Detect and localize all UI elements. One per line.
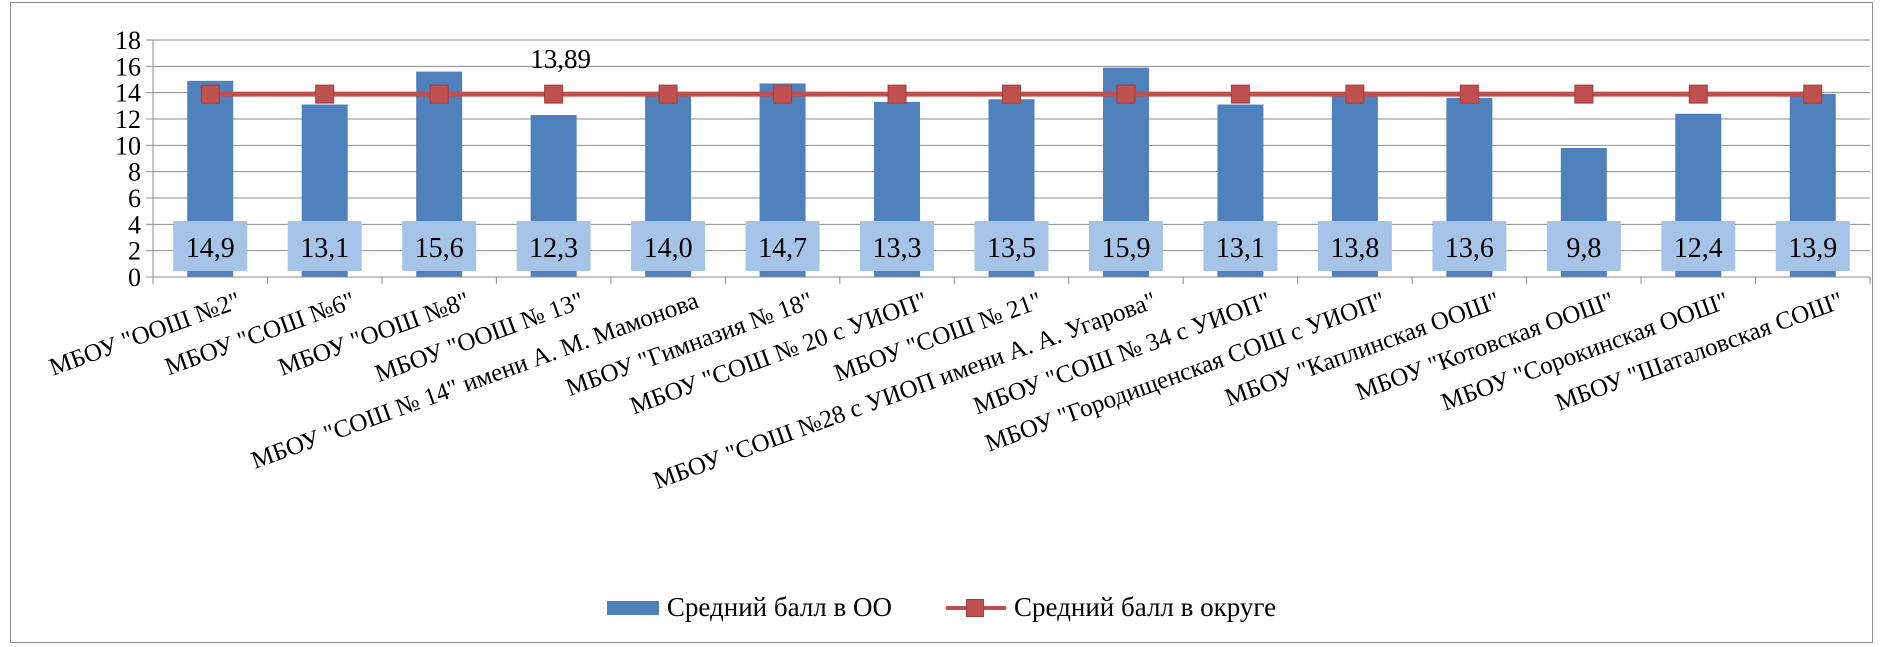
line-marker [544, 84, 564, 104]
data-label-box [745, 221, 820, 271]
data-label: 9,8 [1566, 233, 1601, 264]
x-category-label: МБОУ "ООШ №2" [46, 287, 244, 381]
data-label-box [1775, 221, 1850, 271]
y-tick-label: 6 [128, 184, 141, 213]
y-tick-label: 0 [128, 263, 141, 292]
data-label: 15,6 [415, 233, 464, 264]
data-label: 12,3 [529, 233, 578, 264]
y-tick-label: 8 [128, 158, 141, 187]
data-label: 14,0 [644, 233, 693, 264]
data-label-box [173, 221, 248, 271]
y-tick-label: 16 [115, 52, 141, 81]
line-marker [1459, 84, 1479, 104]
y-tick-label: 10 [115, 131, 141, 160]
line-marker [1803, 84, 1823, 104]
data-label: 13,6 [1445, 233, 1494, 264]
line-marker [658, 84, 678, 104]
line-marker [1574, 84, 1594, 104]
line-marker [887, 84, 907, 104]
data-label-box [1203, 221, 1278, 271]
data-label: 13,1 [1216, 233, 1265, 264]
axes [152, 40, 1871, 284]
legend-item-bars: Средний балл в ОО [606, 592, 893, 623]
data-label-box [1432, 221, 1507, 271]
line-marker [1002, 84, 1021, 104]
data-label: 13,5 [987, 233, 1036, 264]
line-marker [429, 84, 449, 104]
data-label-box [287, 221, 362, 271]
y-tick-label: 18 [115, 26, 141, 55]
legend-line-label: Средний балл в округе [1014, 592, 1277, 622]
y-tick-label: 12 [115, 105, 141, 134]
bar-data-labels: 14,9 13,1 15,6 12,3 14,0 14,7 13,3 13,5 15,9 13,1… [173, 221, 1850, 271]
data-label: 13,8 [1330, 233, 1379, 264]
data-label-box [1317, 221, 1392, 271]
y-tick-label: 4 [128, 210, 141, 239]
legend-bar-swatch [606, 600, 659, 615]
data-label: 13,1 [300, 233, 349, 264]
data-label: 13,9 [1788, 233, 1837, 264]
line-marker [315, 84, 335, 104]
line-value-annotation: 13,89 [530, 44, 591, 74]
data-label-box [1661, 221, 1736, 271]
data-label-box [860, 221, 935, 271]
data-label: 15,9 [1101, 233, 1150, 264]
data-label-box [402, 221, 477, 271]
legend: Средний балл в ОО Средний балл в округе [0, 592, 1883, 623]
x-category-label: МБОУ "СОШ №6" [162, 287, 359, 381]
data-label: 14,7 [758, 233, 807, 264]
y-tick-label: 2 [128, 237, 141, 266]
legend-bar-label: Средний балл в ОО [666, 592, 893, 622]
line-series [200, 84, 1823, 104]
data-label: 14,9 [186, 233, 235, 264]
data-label-box [631, 221, 706, 271]
data-label-box [974, 221, 1049, 271]
line-marker [1116, 84, 1136, 104]
line-marker [200, 84, 220, 104]
line-marker [773, 84, 793, 104]
data-label: 13,3 [873, 233, 922, 264]
data-label-box [1088, 221, 1163, 271]
data-label-box [516, 221, 591, 271]
line-marker [1345, 84, 1365, 104]
legend-line-swatch [946, 598, 1007, 617]
line-marker [1230, 84, 1250, 104]
legend-item-line: Средний балл в округе [946, 592, 1276, 623]
x-axis-labels: МБОУ "ООШ №2"МБОУ "СОШ №6"МБОУ "ООШ №8"М… [46, 287, 1847, 495]
y-tick-label: 14 [115, 79, 141, 108]
data-label-box [1546, 221, 1621, 271]
data-label: 12,4 [1674, 233, 1723, 264]
line-marker [1688, 84, 1708, 104]
